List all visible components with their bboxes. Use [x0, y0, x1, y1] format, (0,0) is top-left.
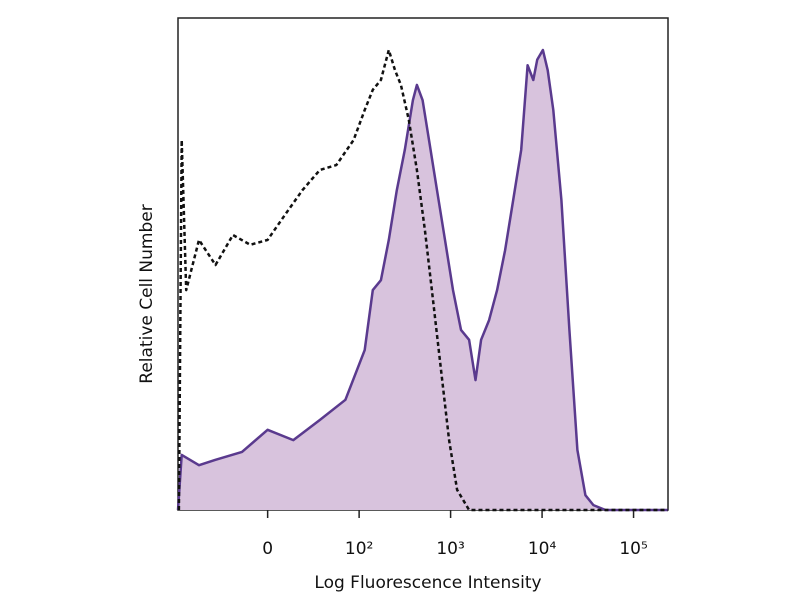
- x-tick-label: 10⁴: [528, 539, 557, 559]
- y-axis-label: Relative Cell Number: [137, 204, 157, 383]
- x-tick-label: 0: [262, 539, 273, 559]
- x-tick-label: 10³: [436, 539, 464, 559]
- x-tick-label: 10⁵: [619, 539, 647, 559]
- x-tick-label: 10²: [345, 539, 373, 559]
- x-axis-label: Log Fluorescence Intensity: [314, 573, 541, 593]
- control-histogram: [177, 48, 668, 512]
- sample-histogram: [176, 48, 668, 512]
